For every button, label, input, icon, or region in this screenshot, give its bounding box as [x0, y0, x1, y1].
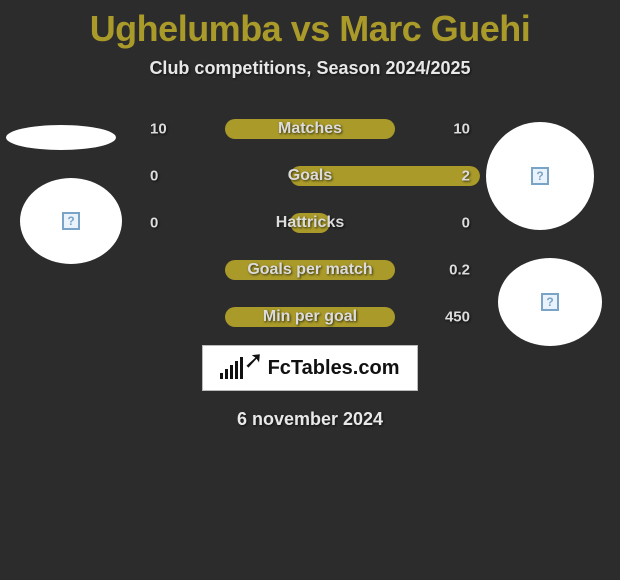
logo-text: FcTables.com [268, 357, 400, 380]
stat-value-left: 10 [150, 121, 167, 138]
player-avatar: ? [498, 258, 602, 346]
stat-value-right: 0.2 [449, 262, 470, 279]
stat-label: Min per goal [263, 308, 357, 326]
stat-value-right: 0 [462, 215, 470, 232]
stat-value-left: 0 [150, 168, 158, 185]
stat-value-right: 10 [453, 121, 470, 138]
footer-date: 6 november 2024 [0, 409, 620, 430]
player-avatar [6, 125, 116, 150]
stat-row: Matches 10 10 [140, 119, 480, 139]
stats-container: Matches 10 10 Goals 0 2 Hattricks 0 0 Goals per m… [140, 119, 480, 327]
stat-row: Hattricks 0 0 [140, 213, 480, 233]
fctables-logo: ➚ FcTables.com [202, 345, 418, 391]
stat-row: Goals per match 0.2 [140, 260, 480, 280]
placeholder-icon: ? [541, 293, 559, 311]
stat-value-left: 0 [150, 215, 158, 232]
stat-row: Min per goal 450 [140, 307, 480, 327]
stat-bar-right [310, 166, 480, 186]
stat-row: Goals 0 2 [140, 166, 480, 186]
subtitle: Club competitions, Season 2024/2025 [0, 58, 620, 79]
stat-value-right: 2 [462, 168, 470, 185]
stat-value-right: 450 [445, 309, 470, 326]
stat-label: Goals per match [247, 261, 372, 279]
stat-label: Hattricks [276, 214, 344, 232]
placeholder-icon: ? [531, 167, 549, 185]
stat-label: Goals [288, 167, 332, 185]
placeholder-icon: ? [62, 212, 80, 230]
logo-bars-icon [220, 357, 243, 379]
player-avatar: ? [486, 122, 594, 230]
stat-label: Matches [278, 120, 342, 138]
player-avatar: ? [20, 178, 122, 264]
page-title: Ughelumba vs Marc Guehi [0, 0, 620, 50]
